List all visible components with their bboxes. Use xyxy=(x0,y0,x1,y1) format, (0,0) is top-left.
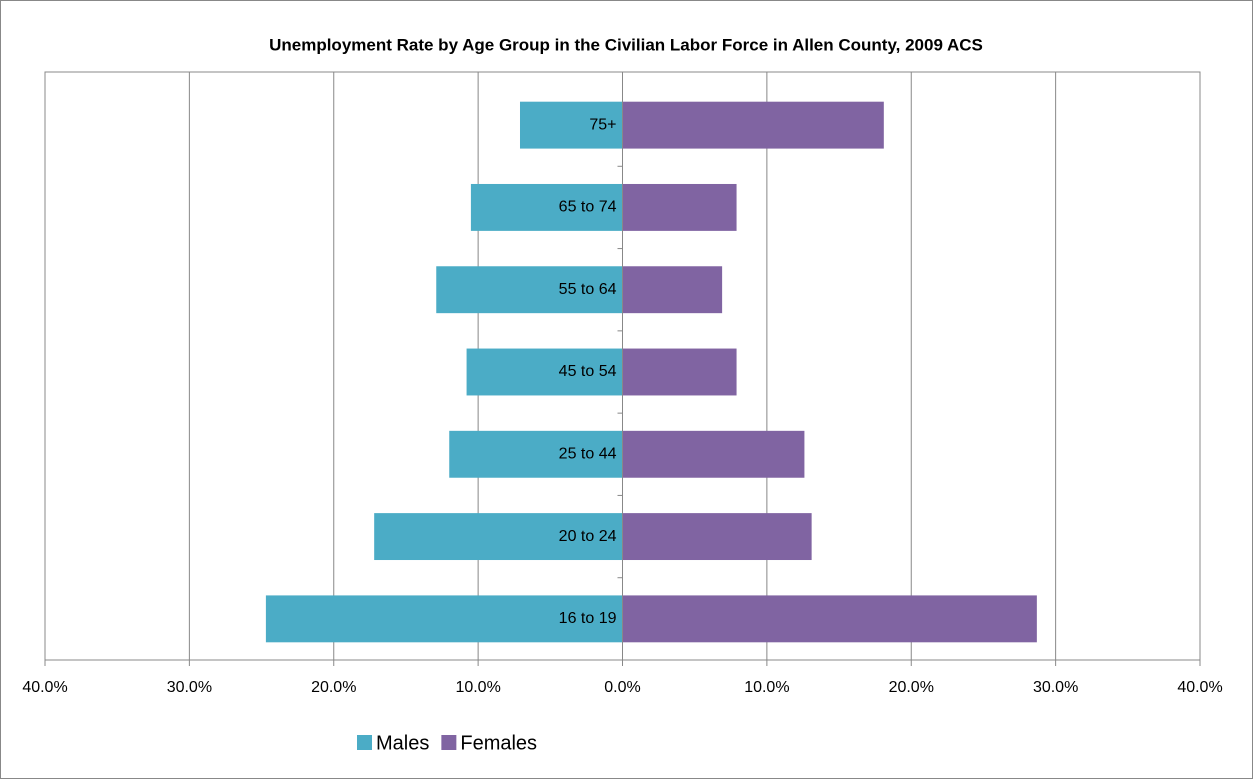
bar xyxy=(374,513,623,561)
bar xyxy=(470,183,623,231)
chart-title: Unemployment Rate by Age Group in the Ci… xyxy=(269,35,983,54)
x-tick-label: 30.0% xyxy=(167,679,212,696)
x-tick-label: 10.0% xyxy=(455,679,500,696)
bar xyxy=(265,595,623,643)
category-label: 65 to 74 xyxy=(559,199,617,216)
category-label: 16 to 19 xyxy=(559,610,617,627)
x-tick-label: 20.0% xyxy=(889,679,934,696)
x-tick-label: 40.0% xyxy=(22,679,67,696)
legend-label: Females xyxy=(460,732,537,754)
bar xyxy=(466,348,623,396)
legend-swatch xyxy=(357,735,372,750)
x-tick-label: 30.0% xyxy=(1033,679,1078,696)
bar xyxy=(622,595,1037,643)
category-label: 75+ xyxy=(589,116,616,133)
category-label: 25 to 44 xyxy=(559,446,617,463)
bar xyxy=(449,430,623,478)
bar xyxy=(622,430,805,478)
x-tick-label: 40.0% xyxy=(1177,679,1222,696)
x-tick-label: 10.0% xyxy=(744,679,789,696)
bar xyxy=(622,101,884,149)
bar xyxy=(622,183,737,231)
category-label: 45 to 54 xyxy=(559,363,617,380)
category-label: 20 to 24 xyxy=(559,528,617,545)
legend-swatch xyxy=(441,735,457,750)
legend-label: Males xyxy=(376,732,429,754)
bar xyxy=(622,348,737,396)
bar xyxy=(519,101,623,149)
bar xyxy=(436,266,623,314)
x-tick-label: 0.0% xyxy=(604,679,640,696)
bar xyxy=(622,266,723,314)
bar xyxy=(622,513,812,561)
category-label: 55 to 64 xyxy=(559,281,617,298)
x-tick-label: 20.0% xyxy=(311,679,356,696)
